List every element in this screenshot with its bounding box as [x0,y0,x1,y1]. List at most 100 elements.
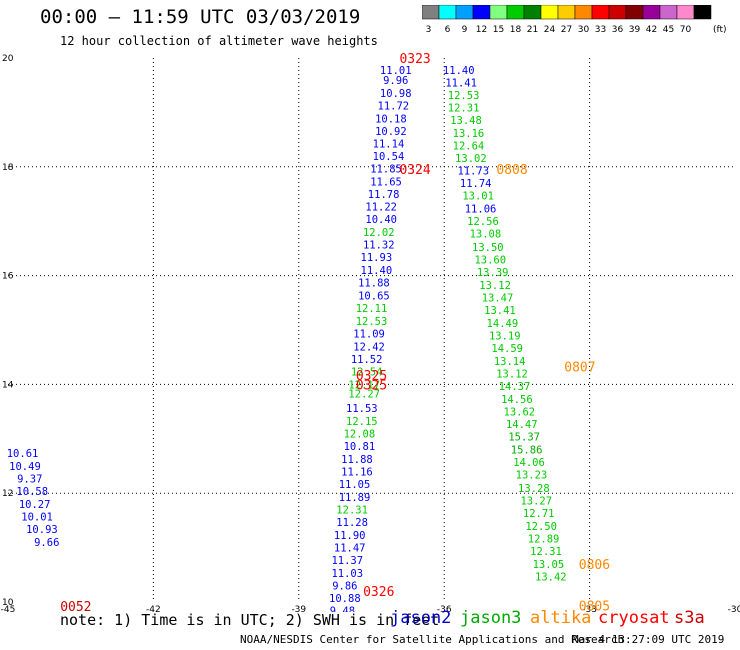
x-tick-label: -33 [582,605,597,612]
swh-point: 11.16 [341,466,373,478]
scale-label-0: 3 [426,25,432,35]
scale-label-12: 39 [629,25,641,35]
scale-label-15: 70 [680,25,692,35]
y-tick-label: 10 [2,598,14,608]
swh-point: 11.41 [445,77,477,89]
scale-label-7: 24 [544,25,556,35]
swh-point: 13.16 [453,128,485,140]
swh-point: 13.60 [474,254,506,266]
swh-point: 9.96 [383,75,408,87]
swh-point: 12.89 [528,533,560,545]
swh-point: 12.71 [523,508,555,520]
swh-point: 12.08 [344,428,376,440]
swh-point: 11.05 [339,479,371,491]
swh-point: 13.05 [533,559,565,571]
swh-point: 12.31 [336,505,368,517]
swh-point: 10.88 [329,593,361,605]
scale-label-1: 6 [445,25,451,35]
swh-point: 13.47 [482,292,514,304]
scale-swatch-16 [693,5,712,20]
swh-point: 10.58 [16,486,48,498]
swh-point: 11.72 [378,100,410,112]
scale-label-6: 21 [527,25,538,35]
swh-point: 13.62 [504,407,536,419]
swh-point: 13.02 [455,153,487,165]
pass-time-label: 0805 [579,599,610,612]
scale-label-4: 15 [493,25,504,35]
swh-point: 13.28 [518,483,550,495]
y-tick-label: 12 [2,489,13,499]
swh-point: 11.40 [361,265,393,277]
swh-point: 12.15 [346,416,378,428]
legend-altika: altika [530,608,592,628]
swh-point: 14.59 [491,343,523,355]
swh-point: 11.06 [465,204,497,216]
scale-label-14: 45 [663,25,674,35]
swh-point: 11.88 [341,454,373,466]
swh-point: 14.56 [501,394,533,406]
swh-point: 12.17 [348,379,380,391]
swh-point: 14.49 [487,318,519,330]
legend-s3a: s3a [674,608,705,628]
swh-point: 10.01 [21,512,53,524]
swh-point: 13.48 [450,115,482,127]
swh-point: 14.47 [506,419,538,431]
swh-point: 10.98 [380,88,412,100]
swh-point: 12.02 [363,227,395,239]
scale-label-8: 27 [561,25,572,35]
swh-point: 9.86 [332,581,357,593]
swh-point: 11.22 [365,202,397,214]
swh-point: 11.28 [336,517,368,529]
pass-time-label: 0326 [363,585,394,600]
x-tick-label: -36 [437,605,452,612]
credit-line: NOAA/NESDIS Center for Satellite Applica… [240,633,625,646]
swh-point: 10.81 [344,441,376,453]
scale-label-13: 42 [646,25,657,35]
swh-point: 9.66 [34,537,59,549]
pass-time-label: 0052 [60,600,91,612]
x-tick-label: -45 [1,605,16,612]
swh-point: 13.08 [470,229,502,241]
swh-point: 13.42 [535,571,567,583]
swh-point: 13.12 [479,280,511,292]
scale-label-5: 18 [510,25,522,35]
swh-point: 10.49 [9,461,41,473]
swh-point: 13.23 [516,470,548,482]
scale-label-11: 36 [612,25,624,35]
legend-cryosat: cryosat [598,608,670,628]
pass-time-label: 0324 [399,163,430,178]
wave-height-plot: -45 -42 -39 -36 -33 -3010121416182011.019.961… [1,52,740,612]
swh-point: 11.47 [334,543,366,555]
y-tick-label: 18 [2,163,14,173]
swh-point: 11.88 [358,278,390,290]
legend-jason2: jason2 [390,608,452,628]
swh-point: 11.73 [457,166,489,178]
swh-point: 13.01 [462,191,494,203]
x-tick-label: -30 [728,605,740,612]
y-tick-label: 20 [2,54,14,64]
swh-point: 11.09 [353,328,385,340]
swh-point: 11.74 [460,178,492,190]
scale-unit: (ft) [713,25,727,35]
swh-point: 15.86 [511,445,543,457]
swh-point: 10.54 [373,151,405,163]
swh-point: 12.53 [448,90,480,102]
scale-label-10: 33 [595,25,606,35]
legend-jason3: jason3 [460,608,522,628]
swh-point: 11.01 [380,65,412,77]
swh-point: 11.52 [351,354,383,366]
x-tick-label: -39 [291,605,306,612]
scale-label-9: 30 [578,25,590,35]
swh-point: 9.37 [17,474,42,486]
swh-point: 10.92 [375,126,407,138]
swh-point: 9.48 [330,606,355,612]
swh-point: 11.89 [339,492,371,504]
swh-point: 11.14 [373,138,405,150]
swh-point: 10.27 [19,499,51,511]
swh-point: 13.41 [484,305,516,317]
swh-point: 13.39 [477,267,509,279]
y-tick-label: 14 [2,380,14,390]
swh-point: 11.40 [443,65,475,77]
swh-point: 12.31 [448,103,480,115]
swh-point: 10.40 [365,214,397,226]
